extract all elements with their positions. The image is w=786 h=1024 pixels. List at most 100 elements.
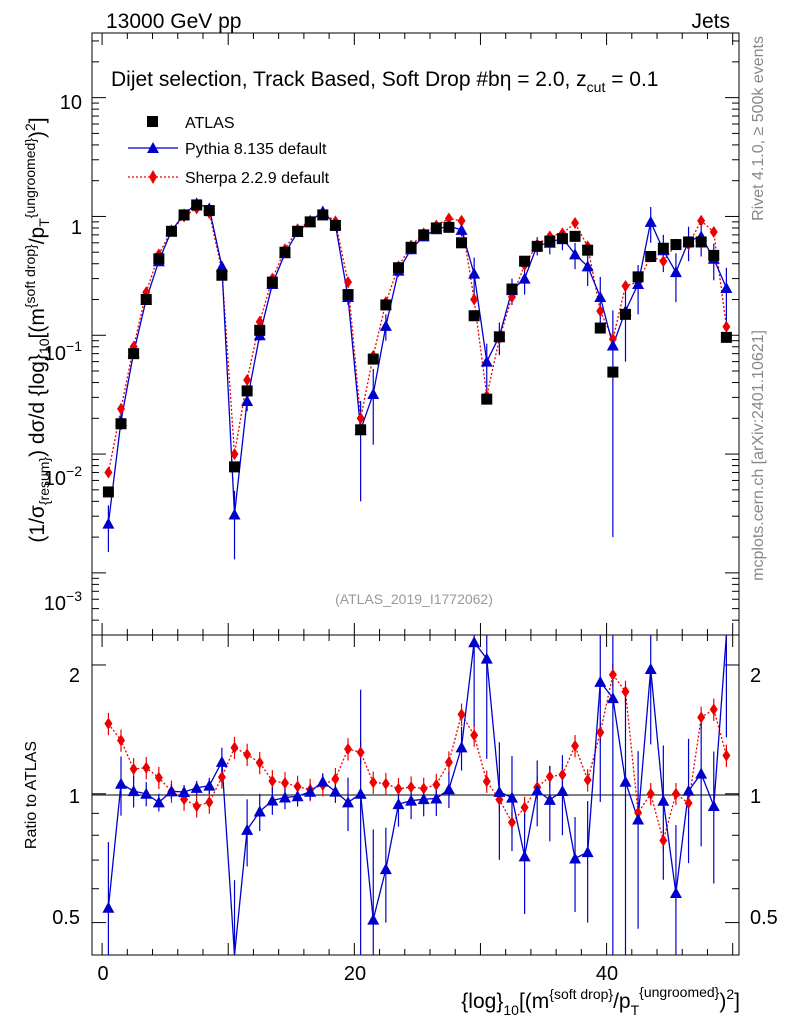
sherpa-point: [104, 466, 113, 479]
x-axis-title: {log}10[(m{soft drop}/pT{ungroomed})2]: [461, 984, 740, 1018]
pythia-ratio-point: [657, 794, 670, 806]
sherpa-point: [722, 320, 731, 333]
pythia-ratio-point: [178, 785, 191, 797]
sherpa-ratio-point: [596, 726, 605, 739]
atlas-point: [405, 241, 417, 253]
pythia-point: [215, 260, 228, 272]
sherpa-ratio-point: [154, 771, 163, 784]
rivet-label: Rivet 4.1.0, ≥ 500k events: [750, 36, 767, 221]
atlas-point: [519, 255, 531, 267]
sherpa-ratio-point: [470, 729, 479, 742]
sherpa-point: [230, 448, 239, 461]
sherpa-ratio-point: [684, 797, 693, 810]
pythia-ratio-point: [215, 755, 228, 767]
atlas-point: [355, 424, 367, 436]
xtick-40: 40: [596, 963, 618, 985]
chart-title-eta: η = 2.0, z: [500, 68, 587, 91]
pythia-point: [367, 388, 380, 400]
ytick-0.1: 10−1: [44, 338, 82, 365]
pythia-ratio-point: [569, 852, 582, 864]
atlas-point: [683, 236, 695, 248]
pythia-ratio-point: [291, 790, 304, 802]
pythia-point: [518, 272, 531, 284]
atlas-point: [367, 353, 379, 365]
pythia-ratio-point: [531, 784, 544, 796]
pythia-ratio-point: [669, 887, 682, 899]
pythia-ratio-point: [468, 636, 481, 648]
atlas-point: [556, 233, 568, 245]
pythia-ratio-point: [480, 652, 493, 664]
pythia-point: [379, 319, 392, 331]
sherpa-ratio-point: [117, 734, 126, 747]
atlas-point: [708, 249, 720, 261]
ytick-1: 1: [71, 217, 82, 239]
y-axis-title: (1/σ{resum}) dσ/d {log}10[(m{soft drop}/…: [22, 117, 52, 542]
sherpa-ratio-point: [142, 761, 151, 774]
atlas-point: [493, 331, 505, 343]
atlas-point: [241, 385, 253, 397]
pythia-ratio-point: [253, 805, 266, 817]
atlas-point: [720, 331, 732, 343]
sherpa-ratio-point: [482, 775, 491, 788]
header-right: Jets: [691, 10, 730, 33]
sherpa-ratio-point: [356, 746, 365, 759]
sherpa-ratio-point: [545, 770, 554, 783]
pythia-ratio-point: [644, 663, 657, 675]
pythia-point: [480, 355, 493, 367]
sherpa-ratio-point: [571, 739, 580, 752]
sherpa-ratio-point: [217, 771, 226, 784]
atlas-point: [594, 322, 606, 334]
atlas-point: [645, 251, 657, 263]
pythia-line: [107, 202, 727, 524]
pythia-ratio-point: [140, 787, 153, 799]
atlas-point: [153, 253, 165, 265]
atlas-point: [569, 230, 581, 242]
atlas-point: [191, 199, 203, 211]
atlas-point: [544, 235, 556, 247]
atlas-point: [481, 393, 493, 405]
ratio-ytick-0.5-right: 0.5: [750, 907, 778, 929]
pythia-ratio-point: [682, 784, 695, 796]
ytick-10: 10: [60, 92, 82, 114]
sherpa-ratio-point: [293, 780, 302, 793]
pythia-ratio-point: [493, 785, 506, 797]
sherpa-ratio-point: [381, 777, 390, 790]
mcplots-label: mcplots.cern.ch [arXiv:2401.10621]: [750, 330, 767, 581]
atlas-point: [140, 293, 152, 305]
chart-title-sub: cut: [587, 79, 606, 95]
ratio-ytick-0.5-left: 0.5: [52, 907, 80, 929]
atlas-point: [216, 269, 228, 281]
pythia-point: [594, 290, 607, 302]
pythia-ratio-point: [505, 791, 518, 803]
pythia-ratio-point: [543, 793, 556, 805]
legend-marker-pythia: [147, 142, 159, 153]
atlas-point: [279, 246, 291, 258]
ratio-ytick-2-left: 2: [69, 665, 80, 687]
atlas-point: [418, 229, 430, 241]
pythia-ratio-point: [127, 785, 140, 797]
pythia-point: [241, 394, 254, 406]
sherpa-ratio-point: [722, 749, 731, 762]
sherpa-point: [243, 374, 252, 387]
atlas-point: [229, 461, 241, 473]
pythia-point: [720, 281, 733, 293]
pythia-ratio-point: [632, 813, 645, 825]
sherpa-point: [457, 214, 466, 227]
pythia-ratio-point: [316, 775, 329, 787]
atlas-point: [266, 276, 278, 288]
sherpa-ratio-point: [344, 742, 353, 755]
pythia-ratio-point: [619, 775, 632, 787]
ratio-y-tick-labels: 2 1 0.5 2 1 0.5: [52, 665, 778, 929]
pythia-ratio-point: [518, 850, 531, 862]
sherpa-point: [697, 214, 706, 227]
sherpa-point: [344, 276, 353, 289]
main-y-tick-labels: 10 1 10−1 10−2 10−3: [44, 92, 82, 615]
pythia-point: [581, 260, 594, 272]
pythia-ratio-point: [203, 779, 216, 791]
sherpa-ratio-point: [709, 703, 718, 716]
sherpa-point: [596, 305, 605, 318]
pythia-ratio-point: [304, 785, 317, 797]
chart-title: Dijet selection, Track Based, Soft Drop …: [111, 68, 659, 95]
pythia-ratio-point: [392, 798, 405, 810]
sherpa-ratio-point: [407, 781, 416, 794]
